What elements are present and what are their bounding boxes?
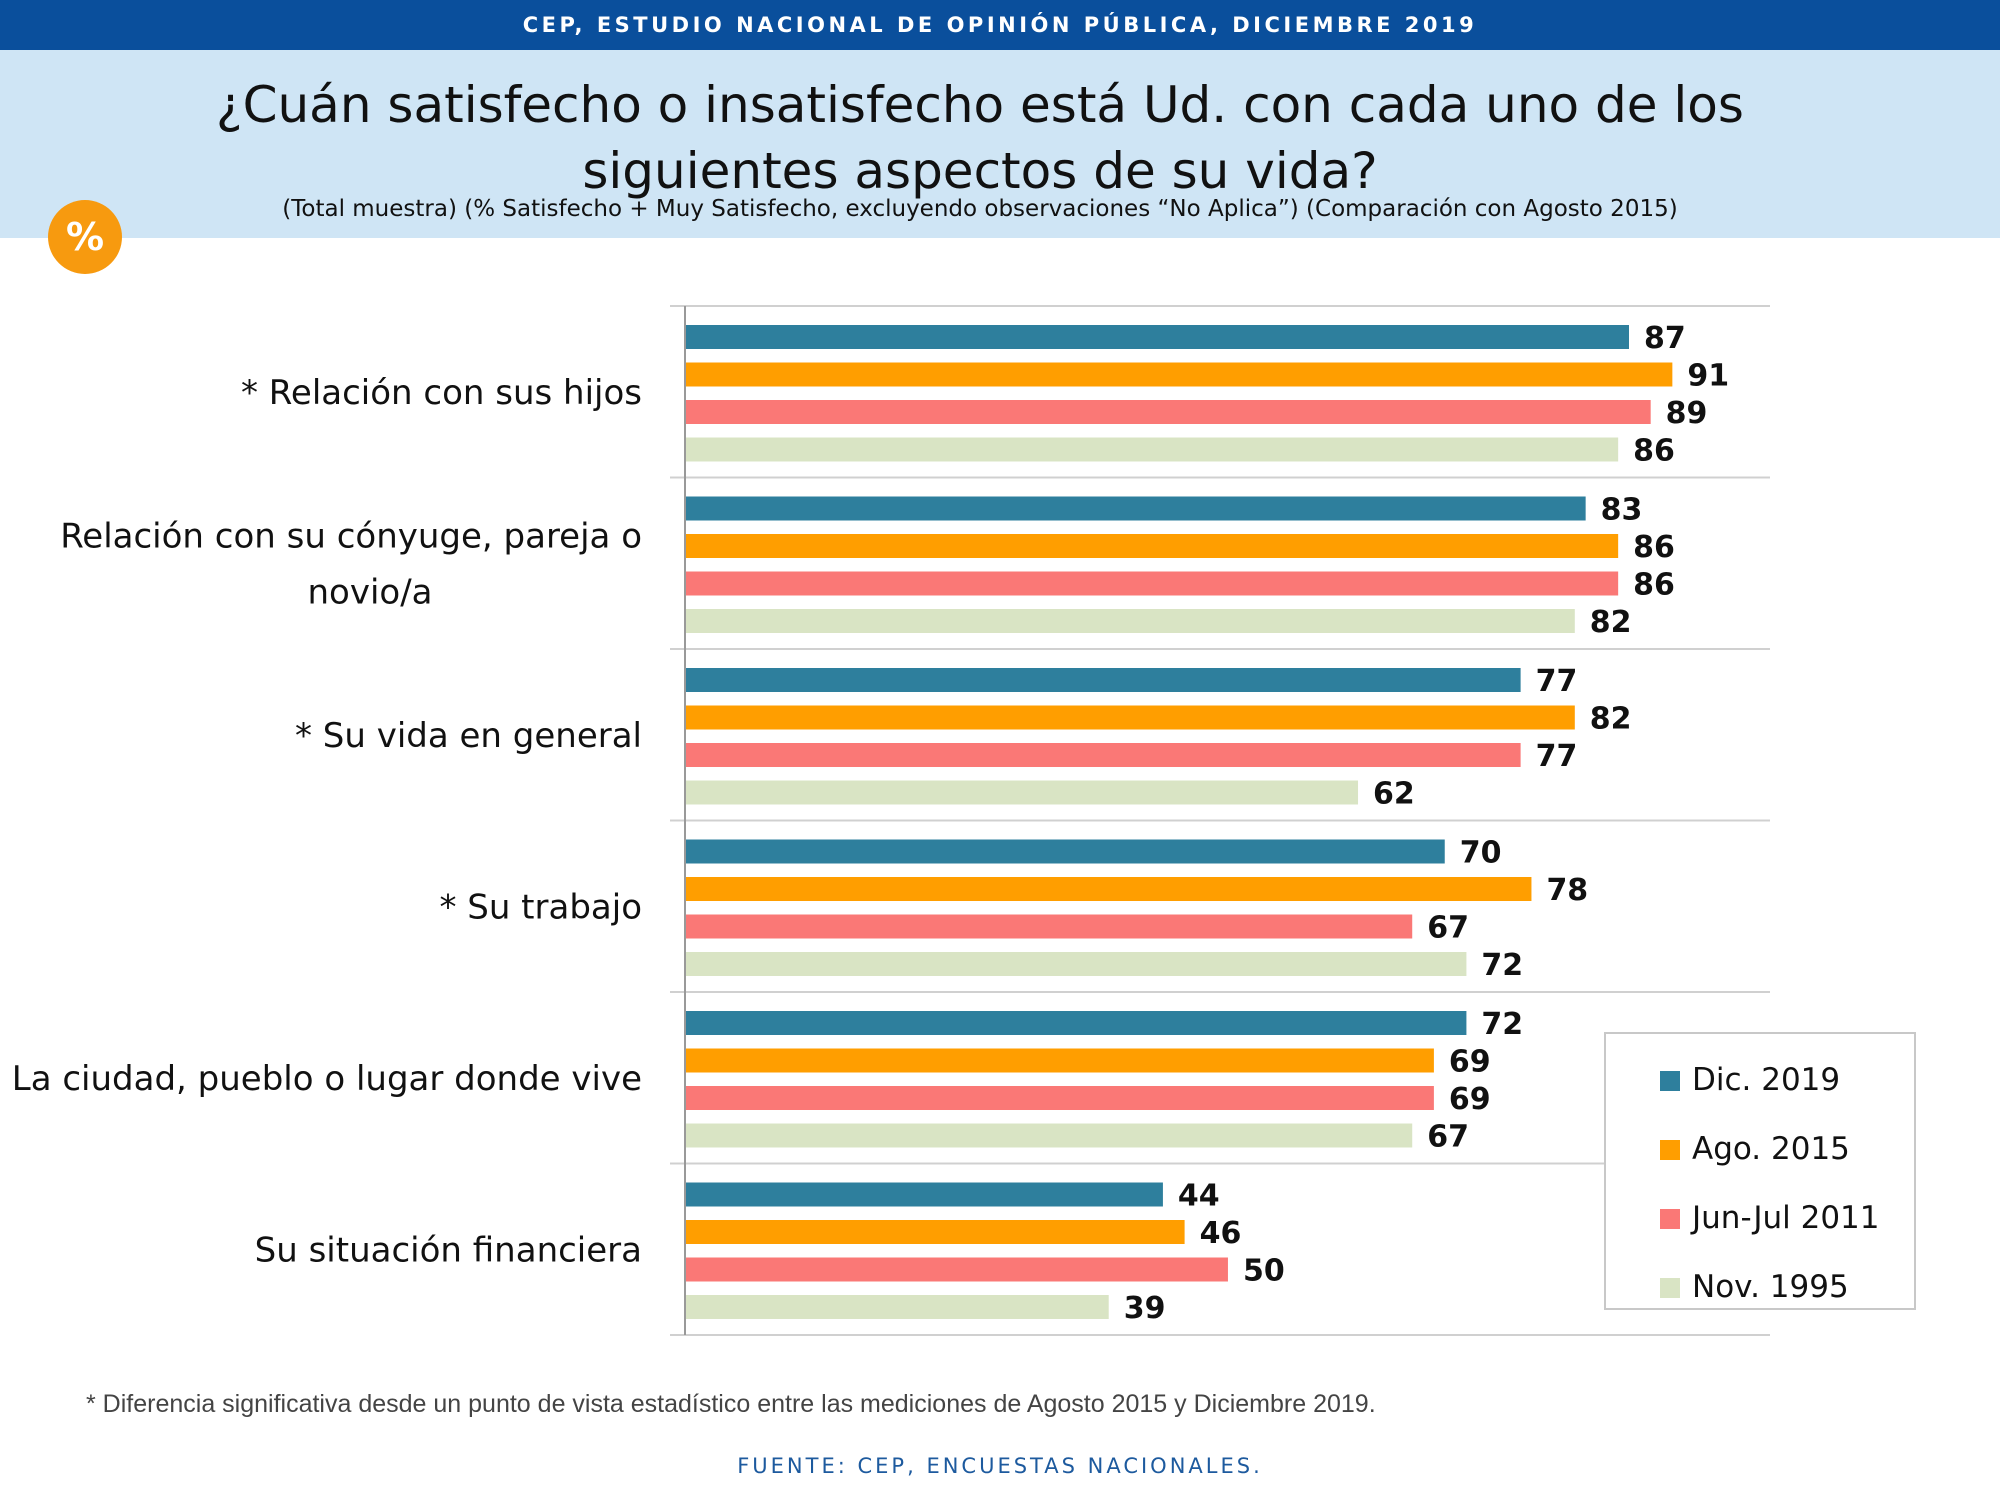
bar	[686, 877, 1532, 901]
data-label: 69	[1449, 1082, 1491, 1117]
data-label: 86	[1633, 530, 1675, 565]
data-label: 44	[1178, 1179, 1220, 1214]
data-label: 77	[1536, 739, 1578, 774]
bar	[686, 325, 1629, 349]
category-label: Su situación financiera	[255, 1230, 642, 1270]
bar	[686, 1011, 1467, 1035]
data-label: 83	[1601, 493, 1643, 528]
data-label: 77	[1536, 664, 1578, 699]
page-title: ¿Cuán satisfecho o insatisfecho está Ud.…	[216, 76, 1744, 200]
data-label: 67	[1427, 911, 1469, 946]
bar	[686, 1295, 1109, 1319]
bar	[686, 705, 1575, 730]
bar	[686, 1182, 1163, 1207]
category-label: novio/a	[307, 572, 432, 612]
legend-swatch	[1660, 1209, 1680, 1229]
bar	[686, 1048, 1434, 1073]
category-label: * Relación con sus hijos	[241, 373, 642, 413]
bar	[686, 437, 1619, 462]
bar	[686, 839, 1445, 864]
category-label: * Su vida en general	[295, 716, 642, 756]
legend-swatch	[1660, 1071, 1680, 1091]
data-label: 86	[1633, 434, 1675, 469]
data-label: 89	[1666, 396, 1708, 431]
data-label: 78	[1546, 873, 1588, 908]
category-label: * Su trabajo	[439, 887, 642, 927]
bar	[686, 1220, 1185, 1244]
bar	[686, 668, 1521, 692]
bar	[686, 534, 1619, 558]
footnote: * Diferencia significativa desde un punt…	[86, 1390, 1376, 1418]
page-subtitle: (Total muestra) (% Satisfecho + Muy Sati…	[282, 196, 1678, 222]
data-label: 70	[1460, 836, 1502, 871]
legend-label: Jun-Jul 2011	[1692, 1200, 1880, 1236]
data-label: 87	[1644, 321, 1686, 356]
legend-swatch	[1660, 1140, 1680, 1160]
data-label: 82	[1590, 702, 1632, 737]
bar	[686, 1257, 1228, 1282]
bar	[686, 1123, 1413, 1148]
data-label: 67	[1427, 1120, 1469, 1155]
bar	[686, 1086, 1434, 1110]
bar	[686, 362, 1673, 387]
bar	[686, 400, 1651, 424]
legend-item: Jun-Jul 2011	[1660, 1198, 1880, 1238]
bar	[686, 914, 1413, 939]
legend-item: Nov. 1995	[1660, 1267, 1849, 1307]
legend: Dic. 2019 Ago. 2015 Jun-Jul 2011 Nov. 1995	[1604, 1032, 1916, 1310]
title-panel: ¿Cuán satisfecho o insatisfecho está Ud.…	[0, 50, 2000, 238]
bar	[686, 496, 1586, 521]
data-label: 39	[1124, 1291, 1166, 1326]
data-label: 72	[1481, 1007, 1523, 1042]
data-label: 82	[1590, 605, 1632, 640]
percent-badge: %	[48, 200, 122, 274]
bar	[686, 571, 1619, 596]
legend-item: Ago. 2015	[1660, 1129, 1850, 1169]
category-label: La ciudad, pueblo o lugar donde vive	[12, 1059, 642, 1099]
data-label: 91	[1687, 359, 1729, 394]
data-label: 50	[1243, 1254, 1285, 1289]
data-label: 86	[1633, 568, 1675, 603]
source-note: FUENTE: CEP, ENCUESTAS NACIONALES.	[737, 1454, 1263, 1478]
legend-label: Nov. 1995	[1692, 1269, 1849, 1305]
top-banner: CEP, ESTUDIO NACIONAL DE OPINIÓN PÚBLICA…	[0, 0, 2000, 50]
legend-label: Ago. 2015	[1692, 1131, 1850, 1167]
bar	[686, 743, 1521, 767]
legend-item: Dic. 2019	[1660, 1060, 1840, 1100]
legend-swatch	[1660, 1278, 1680, 1298]
data-label: 46	[1200, 1216, 1242, 1251]
category-label: Relación con su cónyuge, pareja o	[60, 516, 642, 556]
data-label: 69	[1449, 1045, 1491, 1080]
legend-label: Dic. 2019	[1692, 1062, 1841, 1098]
data-label: 62	[1373, 777, 1415, 812]
data-label: 72	[1481, 948, 1523, 983]
bar	[686, 952, 1467, 976]
bar	[686, 780, 1359, 805]
bar	[686, 609, 1575, 633]
